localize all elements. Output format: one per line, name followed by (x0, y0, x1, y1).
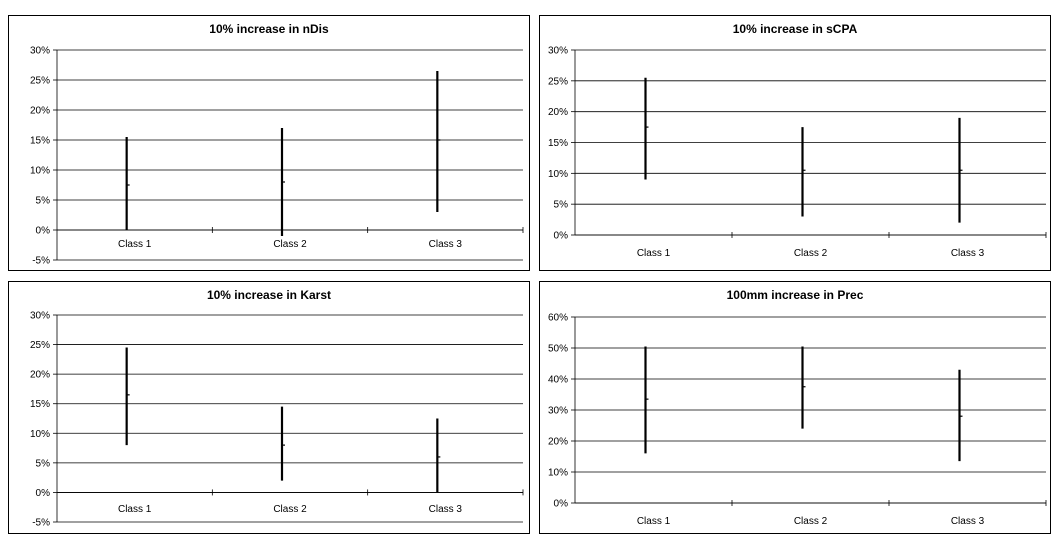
chart-plot: -5% 0% 5% 10% 15% 20% 25% 30% Class 1 Class 2 Clas… (30, 311, 524, 529)
category-label: Class 2 (794, 248, 828, 259)
category-label: Class 3 (429, 504, 463, 515)
category-label: Class 2 (794, 516, 828, 527)
y-tick-label: 20% (548, 437, 568, 448)
y-tick-label: 0% (554, 231, 569, 242)
y-tick-label: 25% (30, 76, 50, 87)
y-tick-label: 0% (36, 226, 51, 237)
chart-title: 10% increase in Karst (206, 288, 332, 302)
category-label: Class 3 (429, 239, 463, 250)
chart-title: 10% increase in nDis (209, 22, 329, 36)
y-tick-label: -5% (32, 256, 50, 267)
y-tick-label: 10% (30, 429, 50, 440)
y-tick-label: 30% (30, 311, 50, 322)
y-tick-label: -5% (32, 518, 50, 529)
category-label: Class 1 (637, 248, 671, 259)
y-tick-label: 5% (36, 196, 51, 207)
category-label: Class 3 (951, 516, 985, 527)
chart-plot: 0% 10% 20% 30% 40% 50% 60% Class 1 Class 2 Class … (548, 313, 1047, 527)
y-tick-label: 5% (36, 458, 51, 469)
y-tick-label: 10% (30, 166, 50, 177)
y-tick-label: 10% (548, 468, 568, 479)
y-tick-label: 0% (554, 499, 569, 510)
y-tick-label: 15% (30, 136, 50, 147)
y-tick-label: 10% (548, 169, 568, 180)
y-tick-label: 5% (554, 200, 569, 211)
chart-panel-scpa: 10% increase in sCPA 0% 5% 10% 15% 20% 25% 30%… (539, 15, 1051, 271)
category-label: Class 3 (951, 248, 985, 259)
category-label: Class 2 (273, 504, 307, 515)
y-tick-label: 25% (548, 76, 568, 87)
y-tick-label: 20% (30, 370, 50, 381)
chart-plot: 0% 5% 10% 15% 20% 25% 30% Class 1 Class 2 Class 3 (548, 46, 1047, 259)
category-label: Class 1 (118, 239, 152, 250)
y-tick-label: 0% (36, 488, 51, 499)
y-tick-label: 30% (548, 406, 568, 417)
chart-title: 10% increase in sCPA (732, 22, 858, 36)
y-tick-label: 15% (548, 138, 568, 149)
y-tick-label: 50% (548, 344, 568, 355)
category-label: Class 1 (637, 516, 671, 527)
chart-panel-karst: 10% increase in Karst -5% 0% 5% 10% 15% 20% 25… (8, 281, 530, 534)
chart-panel-ndis: 10% increase in nDis -5% 0% 5% 10% 15% 20% 25%… (8, 15, 530, 271)
y-tick-label: 15% (30, 399, 50, 410)
chart-title: 100mm increase in Prec (726, 288, 864, 302)
chart-plot: -5% 0% 5% 10% 15% 20% 25% 30% Class 1 Class 2 Clas… (30, 46, 524, 267)
y-tick-label: 30% (30, 46, 50, 57)
y-tick-label: 20% (30, 106, 50, 117)
category-label: Class 1 (118, 504, 152, 515)
y-tick-label: 60% (548, 313, 568, 324)
category-label: Class 2 (273, 239, 307, 250)
y-tick-label: 40% (548, 375, 568, 386)
y-tick-label: 25% (30, 340, 50, 351)
y-tick-label: 30% (548, 46, 568, 57)
chart-panel-prec: 100mm increase in Prec 0% 10% 20% 30% 40% 50%… (539, 281, 1051, 534)
y-tick-label: 20% (548, 107, 568, 118)
